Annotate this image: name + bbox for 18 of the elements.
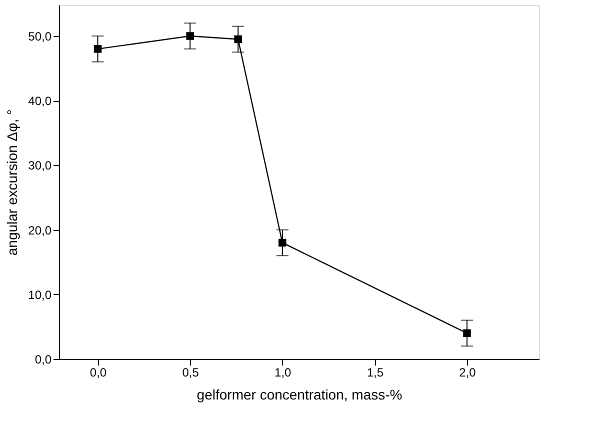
y-tick-label: 40,0	[28, 94, 52, 108]
x-tick-label: 0,5	[182, 366, 200, 380]
x-axis-title: gelformer concentration, mass-%	[196, 386, 402, 402]
x-tick-label: 2,0	[459, 366, 476, 380]
x-tick-label: 1,0	[274, 366, 292, 380]
y-tick-label: 0,0	[34, 352, 52, 366]
x-tick-label: 1,5	[366, 366, 384, 380]
y-tick-label: 30,0	[28, 158, 52, 173]
point	[278, 238, 286, 247]
y-tick-label: 50,0	[28, 30, 52, 44]
point	[94, 45, 102, 53]
x-tick-label: 0,0	[90, 366, 107, 380]
y-tick-label: 20,0	[28, 223, 52, 238]
point	[186, 32, 194, 40]
y-axis-title: angular excursion Δφ, °	[4, 109, 20, 256]
point	[463, 329, 471, 338]
point	[234, 35, 242, 44]
y-tick-label: 10,0	[28, 288, 52, 302]
